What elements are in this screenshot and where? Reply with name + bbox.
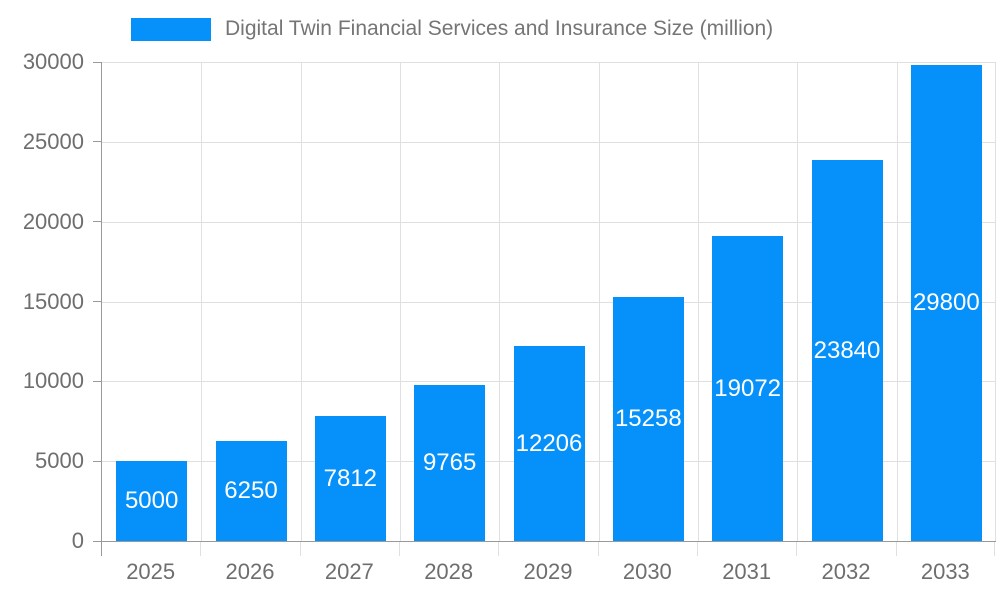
y-axis-tick [93,301,101,302]
v-gridline [897,62,898,541]
y-axis: 0 5000 10000 15000 20000 25000 30000 [0,49,101,553]
v-gridline [400,62,401,541]
x-axis-tick [200,542,201,556]
x-axis-label: 2032 [821,559,871,584]
x-axis-label: 2030 [622,559,672,584]
y-axis-tick [93,460,101,462]
bar-value-label: 12206 [515,429,583,457]
x-axis-label: 2026 [225,559,275,584]
y-axis-label: 0 [71,528,84,553]
h-gridline [102,301,996,303]
x-axis-label: 2025 [126,559,176,584]
h-gridline [102,221,996,223]
x-axis-tick [399,542,400,556]
y-axis-label: 5000 [35,448,84,474]
x-axis-label: 2027 [324,559,374,584]
legend-item[interactable]: Digital Twin Financial Services and Insu… [131,17,773,41]
y-axis-label: 30000 [22,49,84,74]
y-axis-label: 15000 [22,288,84,314]
bar-2025[interactable]: 5000 [116,461,188,541]
v-gridline [797,62,798,541]
bar-2033[interactable]: 29800 [910,65,982,541]
bar-value-label: 9765 [422,449,477,477]
bar-2030[interactable]: 15258 [612,297,684,541]
x-axis-label: 2033 [920,559,970,584]
x-axis-tick [896,542,897,556]
v-gridline [995,62,996,541]
x-axis-label: 2029 [523,559,573,584]
bar-value-label: 6250 [224,477,278,505]
bar-2029[interactable]: 12206 [513,346,585,541]
bar-value-label: 29800 [912,289,980,317]
x-axis-tick [300,542,301,556]
bar-2028[interactable]: 9765 [414,385,486,541]
plot-area: 5000 6250 7812 9765 12206 15258 19072 23840 2980… [101,62,996,542]
v-gridline [698,62,699,541]
x-axis-tick [994,542,995,556]
h-gridline [102,141,996,143]
legend-swatch [131,17,211,41]
y-axis-tick [93,61,101,63]
x-axis-tick [796,542,797,556]
v-gridline [301,62,302,541]
h-gridline [102,62,996,63]
v-gridline [499,62,500,541]
bar-value-label: 23840 [813,336,881,364]
x-axis: 2025 2026 2027 2028 2029 2030 2031 2032 2033 [0,542,1000,600]
y-axis-label: 25000 [22,128,84,154]
bar-value-label: 19072 [714,374,782,402]
bar-2027[interactable]: 7812 [314,416,386,541]
bar-2026[interactable]: 6250 [215,441,287,541]
y-axis-extension-tick [101,542,102,556]
y-axis-tick [93,221,101,223]
bar-2031[interactable]: 19072 [712,236,784,541]
x-axis-label: 2031 [722,559,772,584]
bar-value-label: 5000 [124,487,179,515]
y-axis-label: 10000 [22,368,84,394]
bar-value-label: 7812 [323,464,378,492]
v-gridline [599,62,600,541]
y-axis-tick [93,540,101,542]
x-axis-tick [697,542,698,556]
legend-label: Digital Twin Financial Services and Insu… [225,17,774,40]
x-axis-label: 2028 [424,559,474,584]
x-axis-tick [498,542,499,556]
y-axis-tick [93,380,101,382]
bar-2032[interactable]: 23840 [811,160,883,541]
y-axis-label: 20000 [22,208,84,234]
x-axis-tick [598,542,599,556]
y-axis-tick [93,141,101,143]
v-gridline [201,62,202,541]
bar-value-label: 15258 [614,405,682,433]
